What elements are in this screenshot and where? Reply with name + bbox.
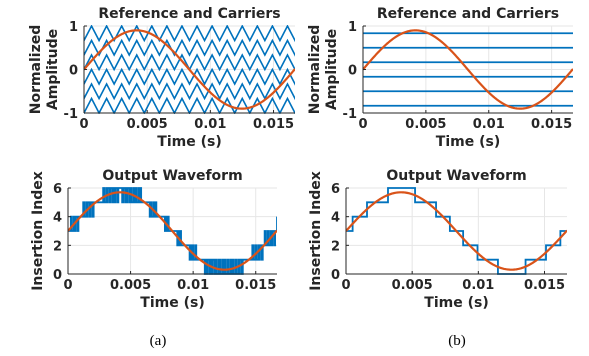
y-tick-label: 0 xyxy=(348,64,357,79)
y-tick-label: 0 xyxy=(53,268,62,283)
chart-title: Output Waveform xyxy=(386,168,526,184)
chart-title: Reference and Carriers xyxy=(98,6,280,22)
x-tick-label: 0.005 xyxy=(405,117,446,132)
output-waveform-line xyxy=(68,187,277,275)
reference-sine-line xyxy=(68,191,277,271)
plot-area xyxy=(346,187,567,275)
plot-area xyxy=(68,187,277,275)
reference-sine-line xyxy=(346,191,567,271)
chart-title: Reference and Carriers xyxy=(377,6,559,22)
plot-area xyxy=(363,29,573,110)
x-tick-label: 0 xyxy=(63,278,72,293)
carrier-line-3 xyxy=(84,67,295,86)
chart-title: Output Waveform xyxy=(102,168,242,184)
x-tick-label: 0.015 xyxy=(524,278,565,293)
y-tick-label: 6 xyxy=(331,182,340,197)
y-tick-label: -1 xyxy=(64,107,78,122)
panel-a-bottom-chart: 0 0.005 0.01 0.015 0 2 4 6 Output Waveform Time (… xyxy=(30,168,277,311)
y-axis-label: NormalizedAmplitude xyxy=(28,25,61,115)
x-axis-label: Time (s) xyxy=(157,134,221,150)
y-axis-label: Insertion Index xyxy=(30,171,46,291)
y-tick-label: 4 xyxy=(331,211,340,226)
y-tick-label: 1 xyxy=(348,20,357,35)
x-tick-label: 0.01 xyxy=(194,117,226,132)
y-tick-label: 0 xyxy=(331,268,340,283)
x-tick-label: 0 xyxy=(358,117,367,132)
y-axis-label: Insertion Index xyxy=(308,171,324,291)
x-tick-label: 0.015 xyxy=(531,117,572,132)
y-tick-label: 6 xyxy=(53,182,62,197)
x-tick-label: 0.005 xyxy=(110,278,151,293)
x-axis-label: Time (s) xyxy=(424,295,488,311)
plot-area xyxy=(84,25,295,114)
carrier-line-6 xyxy=(84,25,295,43)
x-tick-label: 0.01 xyxy=(462,278,494,293)
y-tick-label: 1 xyxy=(69,20,78,35)
carrier-line-2 xyxy=(84,82,295,101)
x-tick-label: 0.005 xyxy=(127,117,168,132)
y-tick-label: -1 xyxy=(343,107,357,122)
x-axis-label: Time (s) xyxy=(436,134,500,150)
reference-sine-line xyxy=(84,29,295,110)
x-tick-label: 0.01 xyxy=(177,278,209,293)
y-tick-label: 2 xyxy=(53,239,62,254)
carrier-line-5 xyxy=(84,38,295,57)
x-tick-label: 0.01 xyxy=(473,117,505,132)
y-axis-label: NormalizedAmplitude xyxy=(307,25,340,115)
x-tick-label: 0.005 xyxy=(392,278,433,293)
x-tick-label: 0 xyxy=(341,278,350,293)
carrier-line-4 xyxy=(84,53,295,72)
reference-sine-line xyxy=(363,29,573,110)
x-tick-label: 0.015 xyxy=(235,278,276,293)
x-axis-label: Time (s) xyxy=(140,295,204,311)
caption-a: (a) xyxy=(150,333,167,349)
panel-b-bottom-chart: 0 0.005 0.01 0.015 0 2 4 6 Output Waveform Time (… xyxy=(308,168,567,311)
caption-b: (b) xyxy=(448,333,466,349)
y-tick-label: 4 xyxy=(53,211,62,226)
x-tick-label: 0 xyxy=(79,117,88,132)
x-tick-label: 0.015 xyxy=(253,117,294,132)
y-tick-label: 0 xyxy=(69,64,78,79)
y-tick-label: 2 xyxy=(331,239,340,254)
